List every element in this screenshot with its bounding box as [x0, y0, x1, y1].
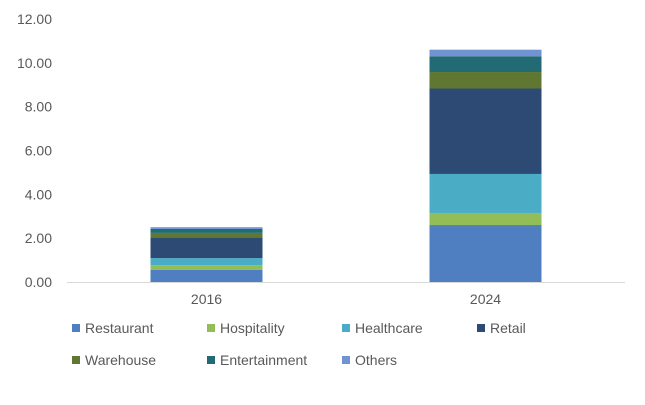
legend-label-warehouse: Warehouse: [85, 352, 157, 368]
y-tick-label: 0.00: [25, 274, 52, 290]
bar-segment-entertainment-2016: [150, 228, 263, 233]
legend-label-hospitality: Hospitality: [220, 320, 285, 336]
legend-label-others: Others: [355, 352, 398, 368]
bar-segment-restaurant-2016: [150, 269, 263, 282]
y-tick-label: 2.00: [25, 230, 52, 246]
bar-segment-hospitality-2016: [150, 265, 263, 270]
legend-label-restaurant: Restaurant: [85, 320, 154, 336]
y-axis-labels: 0.00 2.00 4.00 6.00 8.00 10.00 12.00: [17, 11, 52, 290]
legend-row-1: Restaurant Hospitality Healthcare Retail: [72, 312, 632, 344]
legend-swatch-others: [342, 356, 350, 364]
x-axis-labels: 2016 2024: [191, 291, 501, 307]
legend-swatch-entertainment: [207, 356, 215, 364]
legend-label-healthcare: Healthcare: [355, 320, 423, 336]
bar-segment-restaurant-2024: [429, 225, 542, 282]
legend-item-hospitality: Hospitality: [207, 320, 342, 336]
legend-label-retail: Retail: [490, 320, 526, 336]
bar-segment-healthcare-2024: [429, 173, 542, 213]
bar-segment-warehouse-2024: [429, 72, 542, 89]
legend-swatch-hospitality: [207, 324, 215, 332]
y-tick-label: 12.00: [17, 11, 52, 27]
bar-segment-warehouse-2016: [150, 232, 263, 238]
legend-label-entertainment: Entertainment: [220, 352, 308, 368]
bar-segment-retail-2016: [150, 237, 263, 259]
y-tick-label: 6.00: [25, 143, 52, 159]
y-tick-label: 8.00: [25, 99, 52, 115]
bar-segment-others-2024: [429, 49, 542, 57]
legend-swatch-retail: [477, 324, 485, 332]
legend-swatch-restaurant: [72, 324, 80, 332]
y-tick-label: 4.00: [25, 186, 52, 202]
legend-item-healthcare: Healthcare: [342, 320, 477, 336]
legend-item-warehouse: Warehouse: [72, 352, 207, 368]
x-tick-label-2024: 2024: [470, 291, 501, 307]
legend-item-others: Others: [342, 352, 477, 368]
bar-segment-others-2016: [150, 227, 263, 229]
legend-item-entertainment: Entertainment: [207, 352, 342, 368]
bar-segment-entertainment-2024: [429, 56, 542, 73]
bar-segment-healthcare-2016: [150, 258, 263, 266]
bar-segment-hospitality-2024: [429, 212, 542, 226]
x-tick-label-2016: 2016: [191, 291, 222, 307]
legend-item-restaurant: Restaurant: [72, 320, 207, 336]
legend-swatch-healthcare: [342, 324, 350, 332]
y-tick-label: 10.00: [17, 55, 52, 71]
legend: Restaurant Hospitality Healthcare Retail…: [72, 312, 632, 376]
legend-item-retail: Retail: [477, 320, 612, 336]
bar-segments: [150, 49, 542, 282]
legend-row-2: Warehouse Entertainment Others: [72, 344, 632, 376]
bar-segment-retail-2024: [429, 88, 542, 174]
legend-swatch-warehouse: [72, 356, 80, 364]
